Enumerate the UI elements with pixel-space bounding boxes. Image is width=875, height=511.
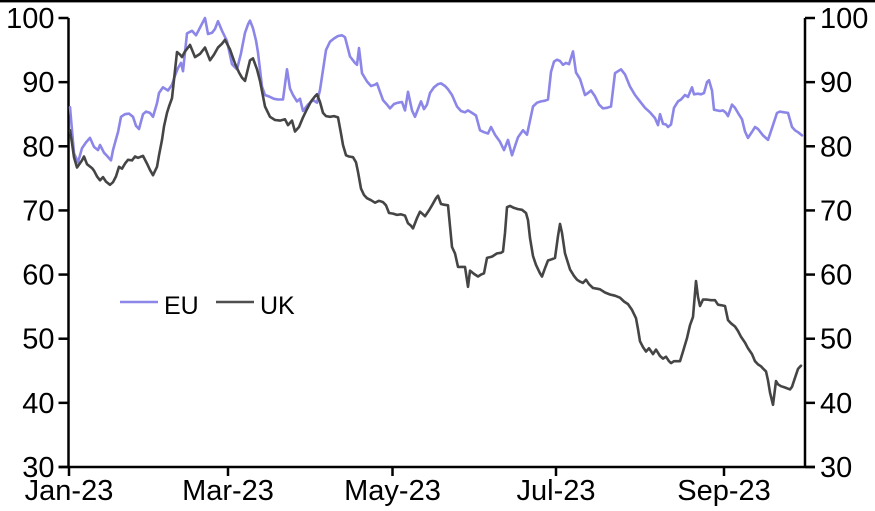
x-tick-label: Sep-23 [677, 475, 771, 507]
x-tick-label: Jan-23 [25, 475, 114, 507]
y-tick-label-right: 100 [820, 3, 868, 35]
y-tick-label-right: 50 [820, 324, 852, 356]
legend: EU UK [120, 292, 295, 320]
series-lines [68, 16, 804, 407]
x-tick-label: Jul-23 [517, 475, 596, 507]
y-tick-label-left: 90 [22, 67, 54, 99]
uk-line [68, 38, 803, 407]
y-tick-label-right: 60 [820, 260, 852, 292]
y-tick-label-left: 60 [22, 260, 54, 292]
y-tick-label-left: 40 [22, 388, 54, 420]
y-tick-label-right: 70 [820, 195, 852, 227]
y-tick-label-right: 40 [820, 388, 852, 420]
y-tick-label-left: 100 [6, 3, 54, 35]
axes [58, 18, 815, 469]
y-tick-label-left: 50 [22, 324, 54, 356]
x-tick-label: May-23 [344, 475, 441, 507]
y-tick-label-right: 90 [820, 67, 852, 99]
legend-uk-label: UK [260, 292, 295, 320]
y-axis-right-ticks: 100 90 80 70 60 50 40 30 [805, 3, 868, 484]
top-border [0, 0, 875, 3]
legend-eu-label: EU [164, 292, 199, 320]
y-tick-label-right: 80 [820, 131, 852, 163]
y-tick-label-left: 30 [22, 452, 54, 484]
y-tick-label-left: 70 [22, 195, 54, 227]
y-tick-label-left: 80 [22, 131, 54, 163]
y-axis-left-ticks: 100 90 80 70 60 50 40 30 [6, 3, 69, 484]
x-tick-label: Mar-23 [182, 475, 274, 507]
eu-line [68, 16, 804, 164]
x-axis-ticks: Jan-23 Mar-23 May-23 Jul-23 Sep-23 [25, 467, 771, 507]
y-tick-label-right: 30 [820, 452, 852, 484]
